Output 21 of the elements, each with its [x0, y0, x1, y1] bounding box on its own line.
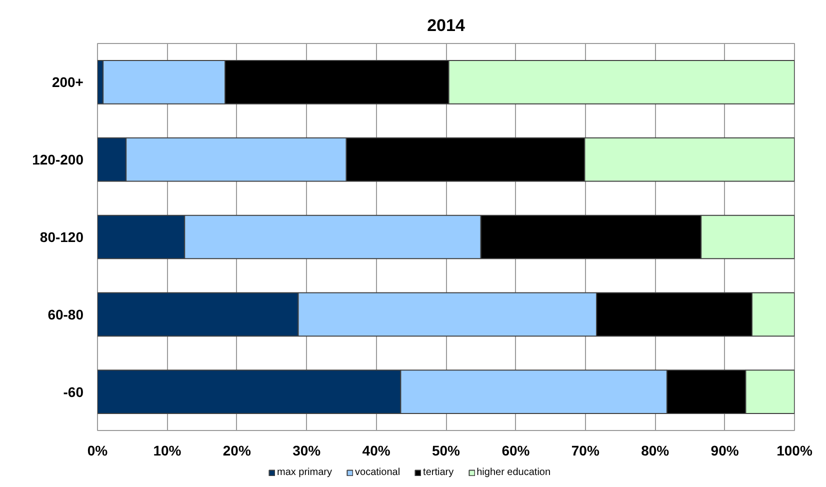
- x-tick-label: 100%: [776, 442, 813, 458]
- legend-label: vocational: [355, 467, 400, 478]
- x-tick-label: 70%: [571, 442, 600, 458]
- x-tick-label: 80%: [641, 442, 670, 458]
- x-tick-label: 10%: [153, 442, 182, 458]
- x-tick-label: 0%: [87, 442, 108, 458]
- x-tick-label: 60%: [502, 442, 530, 458]
- x-tick-label: 40%: [362, 442, 391, 458]
- y-tick-label: 60-80: [48, 306, 84, 322]
- x-tick-label: 20%: [222, 442, 252, 458]
- legend-label: tertiary: [423, 467, 454, 478]
- y-tick-label: 120-200: [32, 152, 84, 168]
- y-tick-label: 200+: [52, 74, 84, 90]
- y-tick-label: 80-120: [40, 229, 84, 245]
- x-tick-label: 90%: [710, 442, 740, 458]
- x-tick-label: 50%: [432, 442, 461, 458]
- x-tick-label: 30%: [292, 442, 322, 458]
- y-tick-label: -60: [63, 384, 84, 400]
- legend-label: max primary: [277, 467, 332, 478]
- chart-title: 2014: [427, 16, 466, 35]
- legend-label: higher education: [476, 467, 551, 478]
